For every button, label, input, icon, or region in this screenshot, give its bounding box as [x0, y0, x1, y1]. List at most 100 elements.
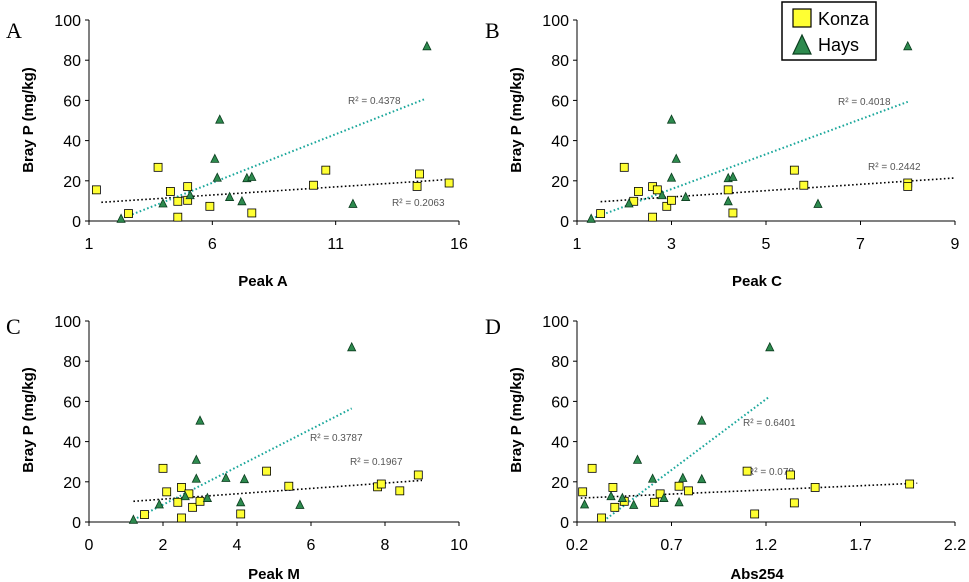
konza-data-point — [177, 513, 186, 523]
legend: Konza Hays — [781, 1, 877, 61]
konza-data-point — [789, 498, 799, 508]
konza-data-point — [140, 510, 149, 519]
y-axis-title: Bray P (mg/kg) — [20, 367, 37, 473]
hays-data-point — [154, 499, 164, 509]
konza-data-point — [153, 162, 163, 172]
y-tick-label: 100 — [542, 314, 569, 331]
hays-r2-label: R² = 0.3787 — [310, 433, 363, 444]
hays-data-point — [191, 454, 201, 464]
hays-data-point — [657, 189, 667, 200]
konza-data-point — [684, 486, 693, 496]
hays-data-point — [247, 171, 257, 181]
konza-data-point — [262, 466, 272, 476]
konza-data-point — [376, 479, 386, 489]
hays-data-point — [295, 499, 305, 509]
x-tick-label: 1.7 — [849, 537, 871, 554]
hays-r2-label: R² = 0.4018 — [838, 97, 891, 108]
y-axis-title: Bray P (mg/kg) — [508, 367, 525, 473]
y-tick-label: 80 — [63, 53, 81, 70]
x-tick-label: 6 — [208, 236, 217, 253]
x-tick-label: 6 — [307, 537, 316, 554]
y-tick-label: 100 — [54, 13, 81, 30]
konza-data-point — [650, 497, 659, 507]
chart-panel-b: Bray P (mg/kg) Peak C 0 20 40 60 80 100 1 3 5 7 9 R… — [508, 13, 960, 290]
konza-data-point — [205, 201, 215, 211]
hays-data-point — [606, 490, 616, 501]
konza-data-point — [177, 483, 186, 492]
konza-r2-label: R² = 0.1967 — [350, 457, 403, 468]
hays-data-point — [617, 492, 628, 502]
y-tick-label: 0 — [72, 515, 81, 532]
konza-data-point — [247, 208, 257, 218]
hays-data-point — [239, 473, 250, 484]
konza-data-point — [412, 182, 422, 191]
konza-data-point — [173, 196, 183, 206]
hays-data-point — [647, 473, 658, 483]
legend-hays-label: Hays — [818, 35, 859, 55]
konza-data-point — [578, 487, 588, 497]
hays-data-point — [678, 472, 688, 482]
konza-data-point — [662, 201, 672, 211]
y-tick-label: 60 — [551, 394, 569, 411]
x-axis-title: Peak A — [238, 273, 288, 290]
hays-data-point — [659, 492, 669, 502]
y-tick-label: 40 — [63, 134, 81, 151]
konza-data-point — [786, 470, 795, 480]
konza-data-point — [587, 463, 597, 473]
hays-data-point — [813, 198, 823, 208]
konza-data-point — [634, 187, 643, 196]
konza-data-point — [667, 195, 676, 205]
y-tick-label: 40 — [551, 134, 569, 151]
konza-data-point — [413, 470, 423, 480]
hays-data-point — [632, 454, 643, 464]
konza-data-point — [799, 180, 809, 190]
hays-data-point — [237, 195, 247, 206]
hays-data-point — [666, 172, 677, 182]
x-tick-label: 1 — [573, 236, 582, 253]
y-tick-label: 20 — [551, 475, 569, 492]
konza-data-point — [162, 487, 172, 497]
konza-data-point — [619, 162, 629, 172]
y-tick-label: 100 — [542, 13, 569, 30]
konza-data-point — [321, 165, 331, 175]
y-tick-label: 80 — [551, 53, 569, 70]
hays-data-point — [180, 490, 190, 501]
hays-data-point — [624, 198, 634, 208]
hays-data-point — [348, 198, 358, 208]
konza-data-point — [415, 169, 424, 179]
hays-trendline — [590, 100, 909, 220]
hays-data-point — [697, 473, 707, 484]
y-tick-label: 20 — [63, 475, 81, 492]
konza-trendline — [600, 177, 956, 203]
x-tick-label: 1.2 — [755, 537, 777, 554]
chart-panel-c: Bray P (mg/kg) Peak M 0 20 40 60 80 100 0 2 4 6 8 1… — [20, 314, 468, 582]
konza-data-point — [610, 502, 620, 512]
hays-data-point — [215, 114, 225, 124]
x-tick-label: 1 — [85, 236, 94, 253]
y-tick-label: 0 — [72, 214, 81, 231]
konza-data-point — [750, 509, 760, 519]
x-tick-label: 0.7 — [660, 537, 682, 554]
konza-data-point — [195, 496, 205, 506]
konza-data-point — [597, 513, 606, 523]
hays-data-point — [671, 153, 681, 163]
hays-data-point — [579, 499, 590, 509]
hays-data-point — [422, 40, 432, 51]
konza-data-point — [92, 185, 101, 195]
y-tick-label: 40 — [63, 435, 81, 452]
konza-data-point — [173, 212, 183, 222]
x-axis-title: Peak M — [248, 566, 300, 582]
hays-data-point — [210, 153, 220, 163]
x-axis-title: Peak C — [732, 273, 782, 290]
x-tick-label: 3 — [667, 236, 676, 253]
y-axis-title: Bray P (mg/kg) — [508, 67, 525, 173]
x-tick-label: 16 — [450, 236, 468, 253]
konza-data-point — [810, 483, 820, 492]
hays-data-point — [765, 341, 775, 352]
hays-trendline — [132, 407, 353, 521]
konza-data-point — [444, 178, 454, 188]
konza-data-point — [674, 481, 684, 491]
chart-panel-d: Bray P (mg/kg) Abs254 0 20 40 60 80 100 0.2 0.7… — [508, 314, 966, 582]
konza-r2-label: R² = 0.2063 — [392, 198, 445, 209]
hays-data-point — [586, 213, 596, 223]
